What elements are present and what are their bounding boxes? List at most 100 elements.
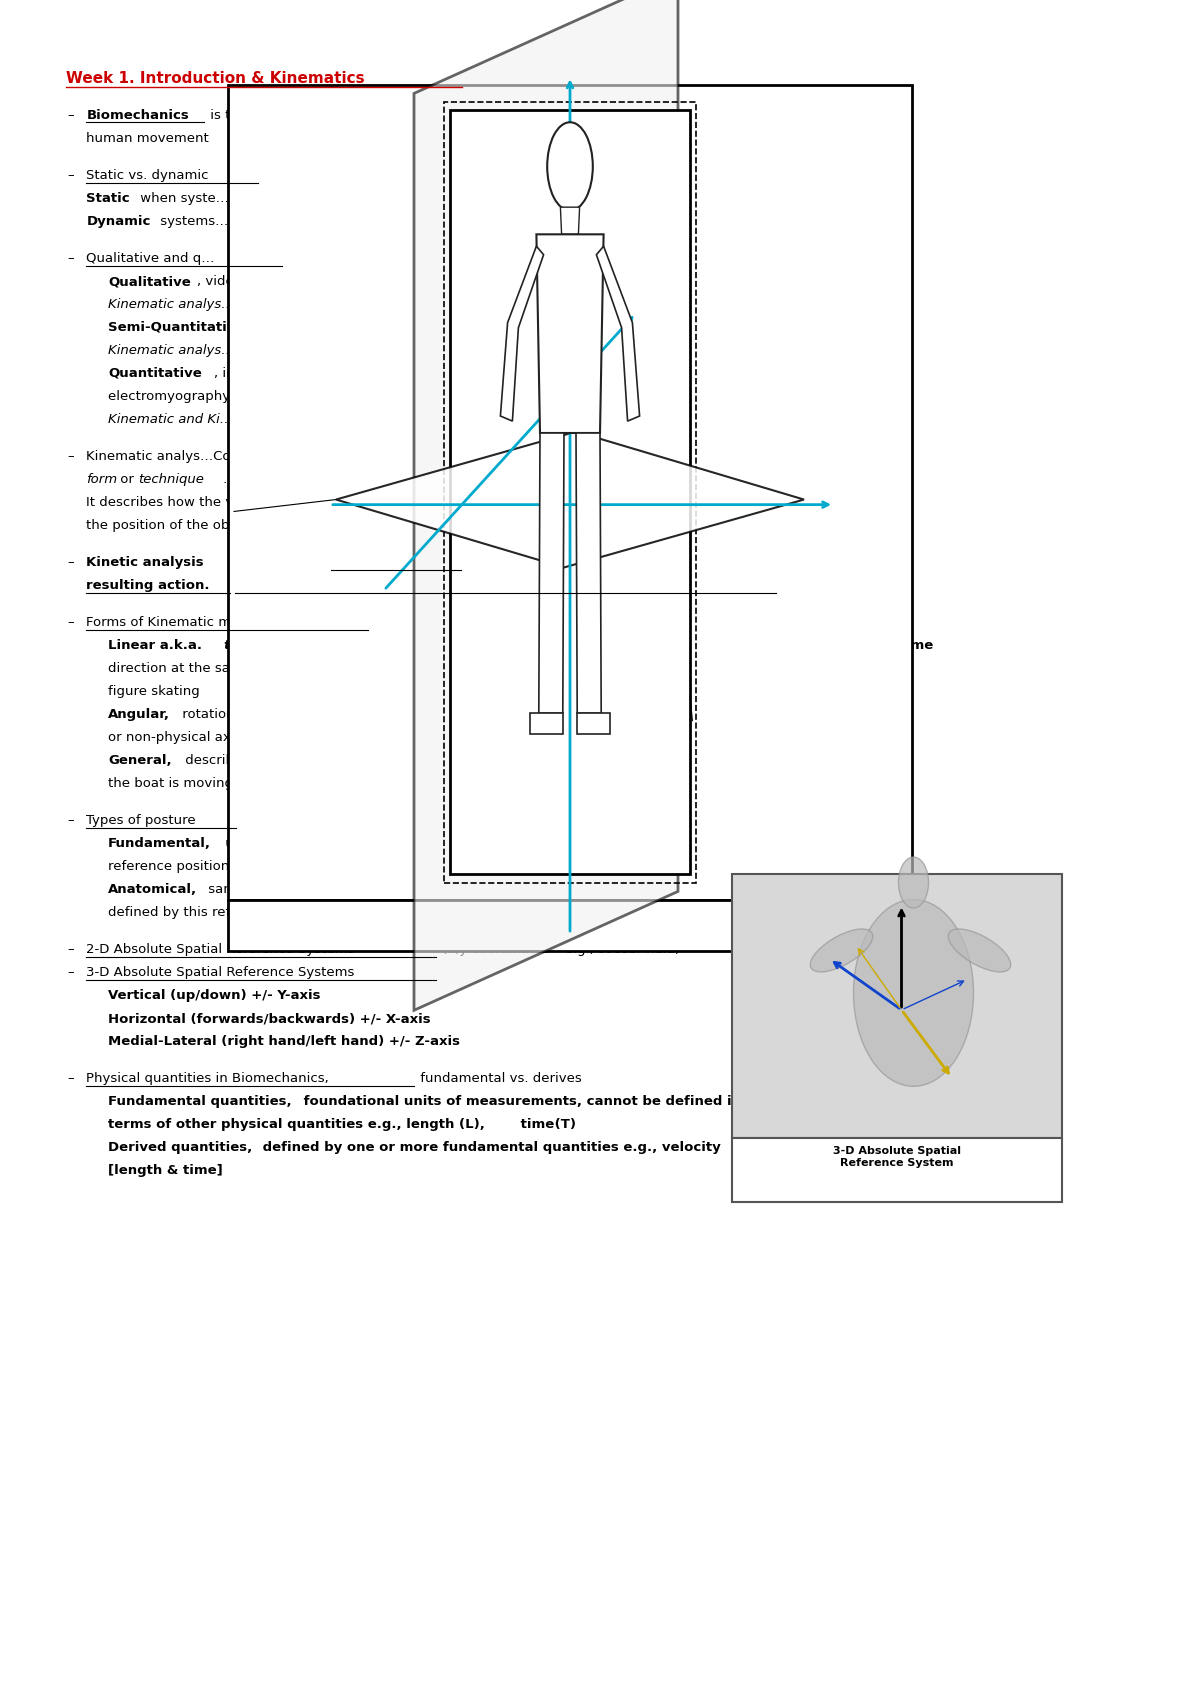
Text: defined by this reference position: defined by this reference position [108,905,334,919]
Polygon shape [560,207,580,234]
Text: –: – [67,813,74,827]
Text: Quantitative: Quantitative [108,367,202,380]
Text: 2-D Absolute Spatial Reference Systems: 2-D Absolute Spatial Reference Systems [86,942,355,956]
Bar [228,900,912,951]
Text: (T): (T) [550,1117,576,1131]
Text: Linear a.k.a.: Linear a.k.a. [108,638,206,652]
Text: Kinetic analysis: Kinetic analysis [86,555,204,569]
Text: +X: +X [954,1099,970,1109]
Polygon shape [536,234,604,433]
Text: –: – [67,109,74,122]
Text: Dynamic: Dynamic [86,214,151,228]
Text: Fundamental quantities,: Fundamental quantities, [108,1095,292,1109]
Text: …d a lot by coaches.: …d a lot by coaches. [284,321,424,335]
Text: fundamental vs. derives: fundamental vs. derives [416,1071,582,1085]
Bar [444,102,696,883]
Text: , vide…exercise scientists etc.: , vide…exercise scientists etc. [197,275,398,289]
Text: time: time [516,1117,554,1131]
Text: Kinematic analys…Commonly known as: Kinematic analys…Commonly known as [86,450,352,464]
Text: Medial-Lateral (right hand/left hand) +/- Z-axis: Medial-Lateral (right hand/left hand) +/… [108,1034,460,1048]
Bar [530,713,563,734]
Text: –: – [67,966,74,980]
Polygon shape [414,0,678,1010]
Text: –: – [67,942,74,956]
Text: Static: Static [86,192,130,205]
Text: form: form [86,472,118,486]
Text: up straight; feet-forward; hands by side. Most movements of the forearms are def: up straight; feet-forward; hands by side… [221,837,851,851]
Ellipse shape [853,900,973,1087]
Text: defined by one or more fundamental quantities e.g., velocity: defined by one or more fundamental quant… [258,1141,721,1155]
Text: , uniform motion of the body/system, where all parts of the body move in the sam: , uniform motion of the body/system, whe… [308,638,934,652]
Text: Longitudinal axis: Longitudinal axis [582,832,659,841]
Text: Sagittal plane: Sagittal plane [276,812,340,820]
Text: -Z: -Z [970,976,979,985]
Text: –: – [67,555,74,569]
Text: same as fundamental but hands are supinated. Most movements of the hands and fin: same as fundamental but hands are supina… [204,883,838,897]
Text: –: – [67,450,74,464]
Text: technique: technique [138,472,204,486]
Text: , ima…t units;: , ima…t units; [214,367,307,380]
Text: Week 1. Introduction & Kinematics: Week 1. Introduction & Kinematics [66,71,365,87]
Text: the position of the object or body.: the position of the object or body. [86,518,312,531]
Text: +Y: +Y [906,900,922,910]
Text: Anatomical,: Anatomical, [108,883,197,897]
Text: translation: translation [223,638,305,652]
Text: Anteroposterior axis: Anteroposterior axis [348,280,440,290]
Text: direction at the same speed. Can move in a curvilinear (curved) or rectilinear (: direction at the same speed. Can move in… [108,662,874,676]
Ellipse shape [899,857,929,908]
Bar [732,1138,1062,1202]
Text: Fundamental,: Fundamental, [108,837,211,851]
Bar [732,874,1062,1138]
Text: It describes how the velocity and acceleration of an object or body changes with: It describes how the velocity and accele… [86,496,832,509]
Text: Vertical (up/down) +/- Y-axis: Vertical (up/down) +/- Y-axis [108,988,320,1002]
Polygon shape [539,433,564,713]
Polygon shape [500,246,544,421]
Text: Forms of Kinematic motion: Forms of Kinematic motion [86,616,265,630]
Text: resulting action.: resulting action. [86,579,210,593]
Text: General,: General, [108,754,172,767]
Text: Transverse axis: Transverse axis [828,516,898,526]
Text: Biomechanics: Biomechanics [86,109,190,122]
Text: reference position: reference position [108,859,229,873]
Bar [450,110,690,874]
Polygon shape [596,246,640,421]
Text: Qualitative: Qualitative [108,275,191,289]
Text: Static vs. dynamic: Static vs. dynamic [86,170,209,182]
Text: …: … [222,472,235,486]
Ellipse shape [948,929,1010,971]
Bar [577,713,610,734]
Text: 3-D Absolute Spatial Reference Systems: 3-D Absolute Spatial Reference Systems [86,966,355,980]
Text: Qualitative and q…: Qualitative and q… [86,253,215,265]
Text: Only measured through quantitative movement analysis: Only measured through quantitative movem… [235,579,659,593]
Text: [length & time]: [length & time] [108,1163,223,1177]
Ellipse shape [810,929,872,971]
Text: Horizontal (forwards/backwards) +/- X-axis: Horizontal (forwards/backwards) +/- X-ax… [108,1012,431,1026]
Text: Kinematic analys…: Kinematic analys… [108,299,234,311]
Text: Types of posture: Types of posture [86,813,196,827]
Text: figure skating: figure skating [108,684,199,698]
Text: the boat is moving linearly and the rowers row angularly): the boat is moving linearly and the rowe… [108,776,492,790]
Text: Transverse plane: Transverse plane [234,504,311,514]
Text: Derived quantities,: Derived quantities, [108,1141,252,1155]
Text: identifies the: identifies the [228,555,337,569]
Text: Frontal plane: Frontal plane [696,720,755,730]
Text: electromyography…sts & researchers.: electromyography…sts & researchers. [108,389,364,402]
Text: terms of other physical quantities e.g., length (L),: terms of other physical quantities e.g.,… [108,1117,485,1131]
Text: Kinematic and Ki…: Kinematic and Ki… [108,413,233,426]
Text: rotation about a line or axis (axis of rotation), can be a physical axis present: rotation about a line or axis (axis of r… [178,708,888,722]
Text: –: – [67,170,74,182]
Text: –: – [67,616,74,630]
Ellipse shape [547,122,593,211]
Text: -X: -X [834,942,842,951]
Text: –: – [67,1071,74,1085]
Text: → Linear, Angular, General: → Linear, Angular, General [371,616,553,630]
Text: Planes and Axis of Rotation: Planes and Axis of Rotation [473,939,667,953]
Text: Physical quantities in Biomechanics,: Physical quantities in Biomechanics, [86,1071,329,1085]
Text: Semi-Quantitative: Semi-Quantitative [108,321,245,335]
Text: when syste…ng with constant velocity.: when syste…ng with constant velocity. [136,192,400,205]
Text: by identifying the forces (push or pull acting on body) and: by identifying the forces (push or pull … [463,555,907,569]
Text: Angular,: Angular, [108,708,170,722]
Text: describes most human movement where both linear and angular motion are present (: describes most human movement where both… [181,754,889,767]
Text: foundational units of measurements, cannot be defined in: foundational units of measurements, cann… [299,1095,740,1109]
Text: → Fundamental, anatomical: → Fundamental, anatomical [239,813,428,827]
